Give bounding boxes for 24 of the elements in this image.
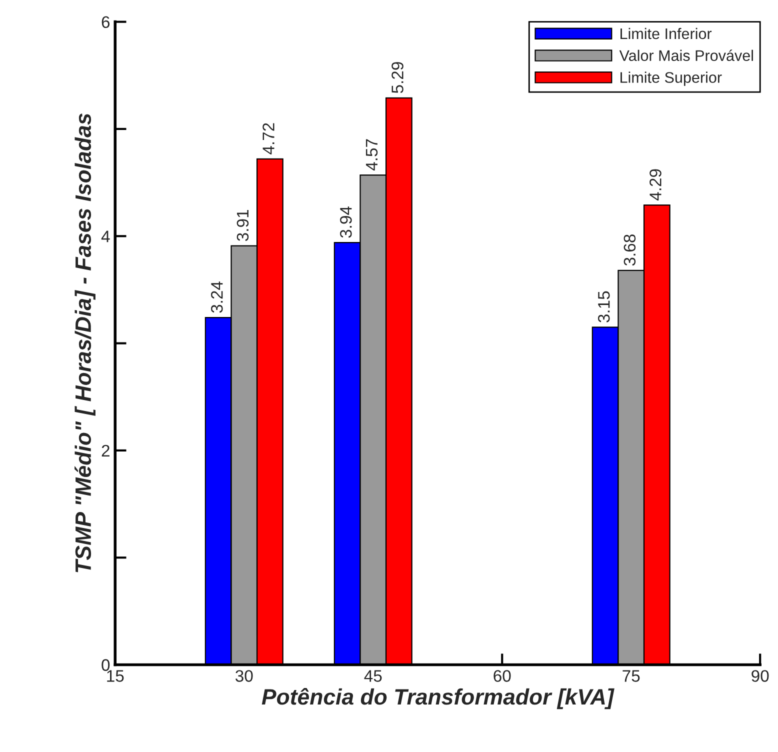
x-tick-label: 75: [622, 670, 640, 682]
x-tick-label: 30: [236, 670, 253, 682]
x-tick-label: 90: [752, 670, 769, 682]
y-axis-title: TSMP "Médio" [ Horas/Dia] - Fases Isoladas: [74, 113, 96, 572]
legend-label: Limite Inferior: [620, 28, 712, 40]
y-tick-label: 6: [102, 16, 110, 28]
data-label: 3.24: [211, 281, 223, 313]
x-axis-title: Potência do Transformador [kVA]: [262, 688, 614, 710]
data-label: 4.72: [262, 123, 274, 154]
x-tick-label: 45: [364, 670, 382, 682]
x-tick-label: 60: [494, 670, 511, 682]
data-label: 3.91: [236, 210, 249, 241]
legend-label: Limite Superior: [620, 72, 722, 86]
data-label: 3.94: [340, 206, 352, 238]
data-label: 3.15: [598, 291, 610, 322]
y-tick-label: 4: [101, 230, 110, 242]
data-label: 3.68: [624, 234, 636, 266]
data-label: 4.29: [650, 169, 662, 200]
y-tick-label: 2: [102, 444, 110, 456]
data-label: 4.57: [366, 139, 378, 170]
data-label: 5.29: [392, 62, 404, 94]
legend-label: Valor Mais Provável: [619, 50, 753, 62]
x-tick-label: 15: [107, 670, 124, 682]
y-tick-label: 0: [102, 659, 110, 671]
